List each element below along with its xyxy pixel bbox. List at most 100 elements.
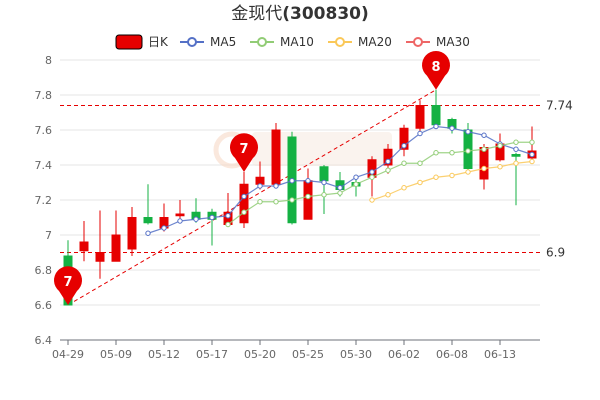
ma5-point (353, 174, 359, 180)
candle-body (511, 154, 521, 157)
y-tick-label: 6.4 (35, 334, 53, 347)
candle (399, 124, 409, 157)
ma10-point (481, 146, 487, 152)
ma10-point (385, 167, 391, 173)
x-tick-label: 05-09 (100, 348, 132, 361)
ma5-point (481, 132, 487, 138)
legend-item-ma20: MA20 (328, 35, 392, 49)
ma20-point (369, 197, 375, 203)
price-marker-pin (54, 266, 82, 305)
ma10-point (401, 160, 407, 166)
price-marker-pin (230, 133, 258, 172)
candle-body (143, 217, 153, 224)
ma10-point (321, 192, 327, 198)
y-tick-label: 6.8 (35, 264, 53, 277)
ma20-point (417, 179, 423, 186)
legend-point-icon (413, 37, 423, 47)
moving-average-lines (145, 123, 535, 236)
candle (271, 123, 281, 186)
ma5-point (145, 230, 151, 236)
price-marker: 7 (54, 266, 82, 305)
candle-body (111, 234, 121, 262)
legend-label: MA20 (358, 35, 392, 49)
chart-title-code: (300830) (282, 4, 369, 24)
ma5-point (209, 214, 215, 221)
candle (79, 221, 89, 262)
markers: 7 7 8 (54, 51, 450, 305)
ma5-point (161, 225, 167, 231)
x-axis: 04-29 05-09 05-12 05-17 05-20 05-25 05-30 06-02… (52, 339, 540, 361)
ma10-point (225, 221, 231, 228)
ma10-point (417, 160, 423, 166)
legend-item-k: 日K (115, 34, 169, 50)
ma10-point (433, 150, 439, 156)
legend-point-icon (335, 37, 345, 47)
legend-point-icon (257, 37, 267, 47)
trend-line-segment (67, 89, 437, 306)
x-tick-label: 06-02 (388, 348, 420, 361)
ma5-point (433, 123, 439, 130)
candle-body (79, 241, 89, 252)
candle-body (95, 252, 105, 262)
legend-label: MA5 (210, 35, 236, 49)
y-tick-label: 6.6 (35, 299, 53, 312)
ma5-point (241, 193, 247, 200)
candles (63, 89, 537, 306)
ma20-point (481, 165, 487, 172)
watermark-band (252, 132, 392, 166)
price-marker-label: 8 (431, 60, 440, 75)
x-tick-label: 05-12 (148, 348, 180, 361)
y-tick-label: 7.2 (35, 194, 53, 207)
price-marker-label: 7 (239, 142, 248, 157)
x-tick-label: 05-25 (292, 348, 324, 361)
ma10-point (497, 143, 503, 149)
chart-title-name: 金现代 (231, 4, 282, 24)
y-tick-label: 7.4 (35, 159, 53, 172)
y-tick-label: 7 (45, 229, 52, 242)
legend-label: 日K (148, 35, 169, 49)
price-marker: 8 (422, 51, 450, 90)
y-tick-label: 7.8 (35, 89, 53, 102)
ma5-point (289, 178, 295, 184)
candle (127, 207, 137, 256)
candle-body (319, 166, 329, 182)
legend-item-ma10: MA10 (250, 35, 314, 49)
ma5-point (465, 129, 471, 135)
candle-body (271, 129, 281, 185)
ma20-point (497, 164, 503, 170)
ma5-point (273, 183, 279, 189)
y-tick-label: 7.6 (35, 124, 53, 137)
y-tick-label: 8 (45, 54, 52, 67)
candle-body (239, 183, 249, 224)
x-tick-label: 04-29 (52, 348, 84, 361)
ma10-point (241, 209, 247, 215)
ma5-point (225, 213, 231, 219)
reference-line-label: 7.74 (546, 99, 573, 113)
ma20-point (401, 185, 407, 191)
ma20-point (449, 172, 455, 179)
candle (319, 165, 329, 214)
candle (175, 200, 185, 221)
legend-candle-icon (115, 34, 143, 50)
ma5-point (385, 158, 391, 165)
candle (239, 172, 249, 228)
candle (143, 184, 153, 225)
ma5-point (401, 143, 407, 149)
ma5-point (257, 183, 263, 189)
legend: 日K MA5 MA10 MA20 MA30 (115, 34, 470, 50)
candle-body (399, 127, 409, 150)
ma20-point (385, 192, 391, 198)
ma10-point (257, 199, 263, 205)
reference-lines: 7.74 6.9 (60, 99, 573, 260)
candle (223, 193, 233, 227)
candle-body (479, 147, 489, 180)
ma5-point (369, 169, 375, 175)
ma10-point (289, 197, 295, 203)
candle (111, 210, 121, 262)
chart-title: 金现代(300830) (231, 4, 369, 24)
ma10-point (449, 150, 455, 156)
ma10-point (305, 193, 311, 200)
ma10-series (225, 139, 535, 228)
trend-line (67, 89, 437, 306)
ma5-point (337, 185, 343, 191)
